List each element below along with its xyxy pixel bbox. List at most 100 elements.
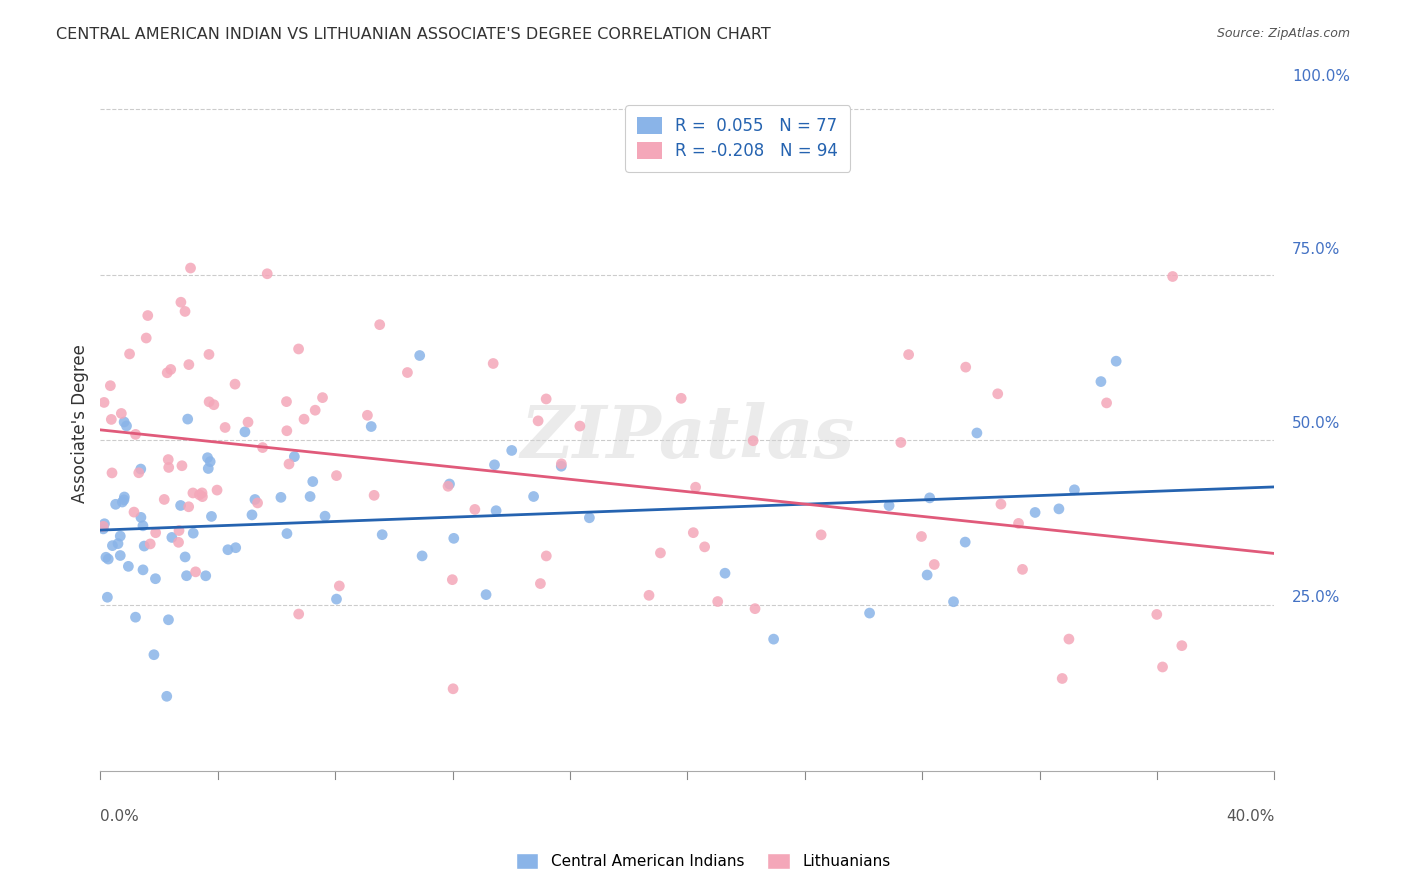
Point	[744, 601, 766, 615]
Point	[464, 502, 486, 516]
Point	[810, 528, 832, 542]
Point	[181, 526, 204, 541]
Point	[198, 394, 221, 409]
Point	[1095, 396, 1118, 410]
Point	[145, 572, 167, 586]
Point	[304, 403, 326, 417]
Point	[484, 458, 506, 472]
Text: 100.0%: 100.0%	[1292, 69, 1350, 84]
Point	[233, 425, 256, 439]
Point	[890, 435, 912, 450]
Point	[1057, 632, 1080, 646]
Point	[501, 443, 523, 458]
Point	[159, 362, 181, 376]
Point	[224, 377, 246, 392]
Point	[184, 565, 207, 579]
Point	[94, 550, 117, 565]
Point	[98, 378, 121, 392]
Point	[91, 519, 114, 533]
Point	[529, 576, 551, 591]
Point	[915, 568, 938, 582]
Point	[142, 648, 165, 662]
Point	[110, 549, 132, 563]
Point	[714, 566, 737, 581]
Point	[157, 613, 180, 627]
Point	[523, 490, 546, 504]
Point	[177, 500, 200, 514]
Point	[217, 542, 239, 557]
Point	[278, 457, 301, 471]
Point	[527, 414, 550, 428]
Point	[160, 530, 183, 544]
Text: CENTRAL AMERICAN INDIAN VS LITHUANIAN ASSOCIATE'S DEGREE CORRELATION CHART: CENTRAL AMERICAN INDIAN VS LITHUANIAN AS…	[56, 27, 770, 42]
Point	[897, 348, 920, 362]
Text: 75.0%: 75.0%	[1292, 243, 1340, 257]
Point	[174, 304, 197, 318]
Point	[328, 579, 350, 593]
Point	[115, 418, 138, 433]
Point	[955, 360, 977, 375]
Point	[578, 510, 600, 524]
Point	[167, 535, 190, 549]
Point	[987, 386, 1010, 401]
Point	[299, 490, 322, 504]
Point	[110, 407, 132, 421]
Point	[170, 295, 193, 310]
Point	[100, 412, 122, 426]
Point	[197, 450, 219, 465]
Point	[910, 529, 932, 543]
Point	[157, 452, 180, 467]
Point	[111, 495, 134, 509]
Point	[287, 607, 309, 621]
Point	[205, 483, 228, 497]
Point	[475, 588, 498, 602]
Point	[256, 267, 278, 281]
Point	[942, 595, 965, 609]
Point	[441, 681, 464, 696]
Point	[411, 549, 433, 563]
Point	[122, 505, 145, 519]
Point	[177, 358, 200, 372]
Point	[236, 415, 259, 429]
Text: 25.0%: 25.0%	[1292, 590, 1340, 605]
Point	[169, 499, 191, 513]
Point	[214, 420, 236, 434]
Point	[966, 425, 988, 440]
Point	[139, 537, 162, 551]
Point	[292, 412, 315, 426]
Point	[135, 331, 157, 345]
Point	[276, 424, 298, 438]
Point	[124, 610, 146, 624]
Point	[246, 496, 269, 510]
Point	[1090, 375, 1112, 389]
Point	[1063, 483, 1085, 497]
Point	[650, 546, 672, 560]
Point	[990, 497, 1012, 511]
Point	[550, 457, 572, 471]
Point	[1152, 660, 1174, 674]
Point	[443, 532, 465, 546]
Point	[97, 552, 120, 566]
Point	[550, 459, 572, 474]
Point	[202, 398, 225, 412]
Point	[110, 529, 132, 543]
Point	[287, 342, 309, 356]
Point	[536, 549, 558, 563]
Point	[953, 535, 976, 549]
Point	[112, 490, 135, 504]
Point	[180, 260, 202, 275]
Point	[1161, 269, 1184, 284]
Point	[191, 486, 214, 500]
Point	[314, 509, 336, 524]
Text: Source: ZipAtlas.com: Source: ZipAtlas.com	[1216, 27, 1350, 40]
Point	[129, 510, 152, 524]
Point	[441, 573, 464, 587]
Point	[685, 480, 707, 494]
Point	[194, 568, 217, 582]
Point	[706, 594, 728, 608]
Point	[134, 539, 156, 553]
Point	[197, 461, 219, 475]
Point	[128, 466, 150, 480]
Point	[276, 394, 298, 409]
Point	[243, 492, 266, 507]
